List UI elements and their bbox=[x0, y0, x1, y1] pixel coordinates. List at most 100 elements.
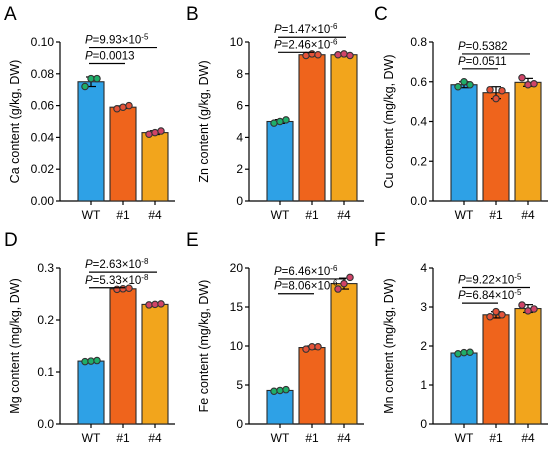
x-tick-label: WT bbox=[271, 208, 290, 222]
bar-line4 bbox=[330, 54, 358, 202]
data-point bbox=[492, 307, 500, 316]
data-point bbox=[125, 284, 133, 293]
data-point bbox=[498, 86, 506, 95]
p-value-label: P=8.06×10-6 bbox=[274, 279, 338, 293]
x-tick-label: #4 bbox=[521, 431, 535, 445]
panel-C: C Cu content (mg/kg, DW) 0.0 0.2 0.4 0.6 0.8 WT… bbox=[374, 4, 548, 222]
data-point bbox=[486, 312, 494, 321]
y-tick-label: 20 bbox=[230, 261, 244, 275]
p-value-label: P=9.93×10-5 bbox=[85, 33, 149, 47]
data-point bbox=[282, 116, 290, 124]
y-tick-label: 4 bbox=[420, 261, 427, 275]
panel-A: A Ca content (g/kg, DW) 0.00 0.02 0.04 0.06 0.… bbox=[4, 4, 175, 222]
data-point bbox=[334, 50, 342, 59]
data-point bbox=[518, 74, 526, 82]
bar-WT bbox=[450, 352, 478, 425]
x-tick-label: #1 bbox=[116, 208, 130, 222]
bar-line4 bbox=[330, 283, 358, 425]
x-tick-label: WT bbox=[82, 208, 101, 222]
y-tick-label: 0.10 bbox=[31, 35, 55, 49]
data-point bbox=[157, 300, 165, 308]
data-point bbox=[151, 128, 159, 137]
y-tick-label: 0.3 bbox=[37, 261, 54, 275]
data-point bbox=[302, 51, 310, 60]
y-axis-label: Fe content (mg/kg, DW) bbox=[197, 280, 211, 413]
bar-line4 bbox=[141, 303, 169, 425]
panel-letter: F bbox=[374, 230, 386, 251]
data-point bbox=[524, 307, 532, 315]
x-tick-label: #1 bbox=[305, 431, 319, 445]
data-point bbox=[530, 79, 538, 88]
data-point bbox=[81, 82, 89, 91]
p-value-label: P=9.22×10-5 bbox=[458, 273, 522, 287]
y-axis-label: Mn content (mg/kg, DW) bbox=[382, 278, 396, 413]
data-point bbox=[270, 119, 278, 127]
data-point bbox=[314, 343, 322, 351]
x-tick-label: #4 bbox=[148, 431, 162, 445]
y-tick-label: 0.4 bbox=[410, 115, 427, 129]
x-tick-label: #4 bbox=[521, 208, 535, 222]
y-tick-label: 3 bbox=[420, 300, 427, 314]
data-point bbox=[524, 80, 532, 89]
bar-line1 bbox=[482, 92, 510, 202]
data-point bbox=[498, 311, 506, 319]
data-point bbox=[454, 350, 462, 358]
data-point bbox=[466, 80, 474, 89]
y-tick-label: 0.06 bbox=[31, 99, 55, 113]
data-point bbox=[81, 357, 89, 366]
data-point bbox=[314, 50, 322, 59]
x-tick-label: WT bbox=[82, 431, 101, 445]
data-point bbox=[113, 285, 121, 294]
y-tick-label: 10 bbox=[230, 339, 244, 353]
data-point bbox=[87, 357, 95, 365]
y-tick-label: 0.08 bbox=[31, 67, 55, 81]
data-point bbox=[308, 343, 316, 351]
bar-WT bbox=[77, 360, 105, 425]
y-tick-label: 0.8 bbox=[410, 35, 427, 49]
data-point bbox=[460, 348, 468, 357]
bar-line1 bbox=[298, 347, 326, 425]
panel-D: D Mg content (mg/kg, DW) 0.0 0.1 0.2 0.3 WT #1 #… bbox=[4, 230, 175, 445]
y-axis-label: Zn content (g/kg, DW) bbox=[197, 60, 211, 182]
data-point bbox=[454, 82, 462, 91]
x-tick-label: WT bbox=[455, 431, 474, 445]
y-tick-label: 15 bbox=[230, 300, 244, 314]
y-tick-label: 0.2 bbox=[37, 313, 54, 327]
p-value-label: P=6.84×10-5 bbox=[458, 288, 522, 302]
y-tick-label: 0.0 bbox=[410, 194, 427, 208]
y-tick-label: 5 bbox=[236, 378, 243, 392]
data-point bbox=[492, 94, 500, 103]
bar-WT bbox=[77, 81, 105, 202]
data-point bbox=[151, 300, 159, 309]
p-value-label: P=1.47×10-6 bbox=[274, 22, 338, 36]
panel-letter: E bbox=[186, 230, 199, 251]
y-axis-label: Cu content (mg/kg, DW) bbox=[382, 54, 396, 188]
panel-letter: A bbox=[4, 4, 17, 25]
y-tick-label: 0 bbox=[420, 417, 427, 431]
y-tick-label: 1 bbox=[420, 378, 427, 392]
data-point bbox=[145, 130, 153, 138]
data-point bbox=[93, 74, 101, 83]
panel-letter: B bbox=[186, 4, 199, 25]
data-point bbox=[346, 273, 354, 282]
bar-line1 bbox=[109, 106, 137, 202]
bar-WT bbox=[266, 389, 294, 425]
p-value-label: P=2.63×10-8 bbox=[85, 257, 149, 271]
panel-E: E Fe content (mg/kg, DW) 0 5 10 15 20 WT #1 #4 P=8… bbox=[186, 230, 364, 445]
y-tick-label: 10 bbox=[230, 35, 244, 49]
data-point bbox=[276, 117, 284, 126]
p-value-label: P=5.33×10-8 bbox=[85, 273, 149, 287]
x-tick-label: WT bbox=[455, 208, 474, 222]
data-point bbox=[486, 85, 494, 94]
x-tick-label: #1 bbox=[489, 431, 503, 445]
data-point bbox=[308, 50, 316, 58]
y-tick-label: 4 bbox=[236, 130, 243, 144]
panel-B: B Zn content (g/kg, DW) 0 2 4 6 8 10 WT #1 #4 P=2.4… bbox=[186, 4, 364, 222]
data-point bbox=[119, 103, 127, 111]
y-tick-label: 6 bbox=[236, 99, 243, 113]
y-tick-label: 0.6 bbox=[410, 75, 427, 89]
x-tick-label: #4 bbox=[148, 208, 162, 222]
data-point bbox=[466, 348, 474, 356]
data-point bbox=[340, 50, 348, 58]
y-tick-label: 0 bbox=[236, 194, 243, 208]
